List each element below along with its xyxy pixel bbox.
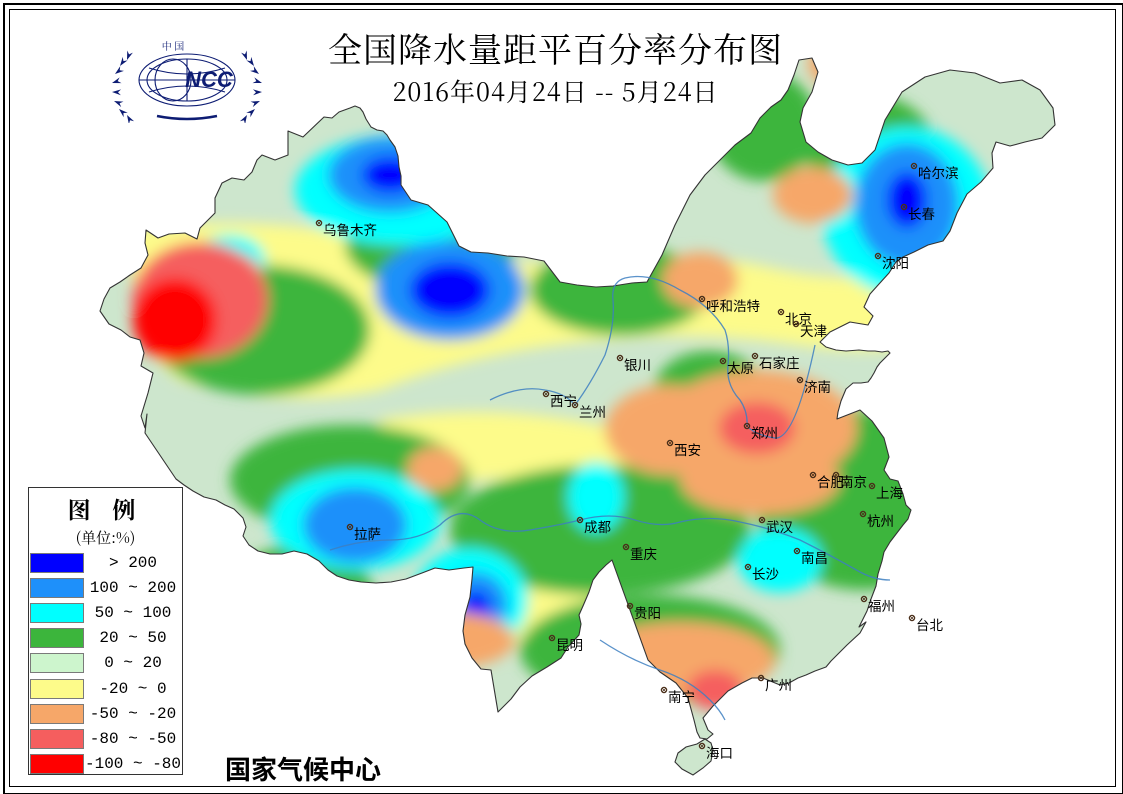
svg-text:济南: 济南	[804, 376, 831, 396]
svg-text:上海: 上海	[876, 482, 903, 502]
svg-text:天津: 天津	[800, 320, 827, 340]
svg-text:武汉: 武汉	[766, 516, 794, 536]
svg-text:贵阳: 贵阳	[634, 602, 661, 622]
svg-text:沈阳: 沈阳	[882, 252, 909, 272]
svg-text:长春: 长春	[908, 203, 936, 223]
svg-text:重庆: 重庆	[630, 543, 657, 563]
svg-text:乌鲁木齐: 乌鲁木齐	[323, 219, 377, 239]
svg-text:西安: 西安	[674, 439, 701, 459]
svg-text:南宁: 南宁	[668, 686, 695, 706]
svg-text:呼和浩特: 呼和浩特	[706, 295, 760, 315]
svg-text:长沙: 长沙	[752, 563, 779, 583]
svg-text:福州: 福州	[868, 595, 895, 615]
svg-text:南京: 南京	[840, 471, 867, 491]
svg-text:郑州: 郑州	[751, 422, 778, 442]
svg-text:昆明: 昆明	[556, 634, 583, 654]
svg-text:成都: 成都	[584, 516, 611, 536]
svg-text:拉萨: 拉萨	[354, 523, 381, 543]
svg-text:海口: 海口	[706, 742, 733, 762]
svg-text:石家庄: 石家庄	[759, 352, 800, 372]
svg-text:台北: 台北	[916, 614, 944, 634]
svg-text:银川: 银川	[624, 354, 651, 374]
svg-text:广州: 广州	[765, 674, 792, 694]
svg-text:杭州: 杭州	[867, 510, 894, 530]
svg-text:兰州: 兰州	[579, 401, 606, 421]
svg-text:哈尔滨: 哈尔滨	[918, 162, 959, 182]
svg-text:太原: 太原	[727, 357, 754, 377]
svg-text:南昌: 南昌	[801, 547, 828, 567]
